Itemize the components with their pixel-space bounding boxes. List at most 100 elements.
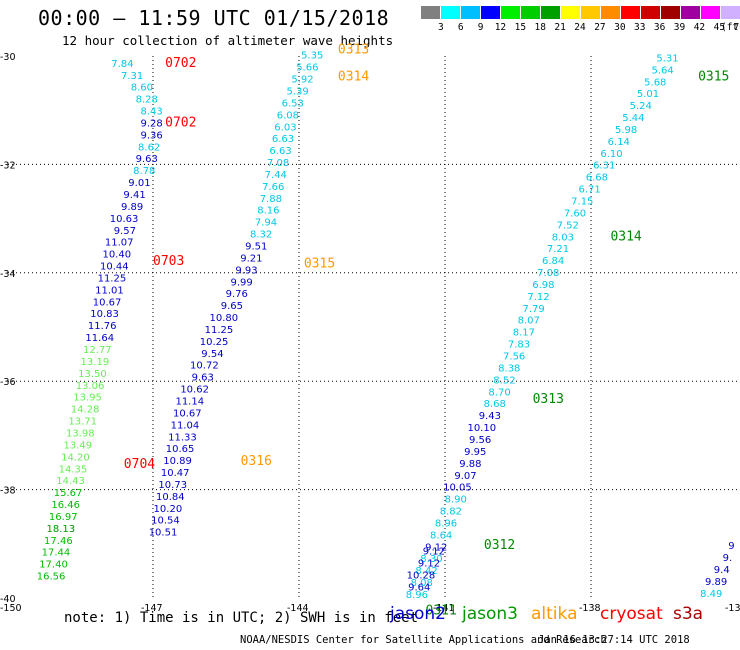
wave-height-label: 8.30	[420, 554, 442, 565]
wave-height-label: 11.76	[88, 321, 117, 332]
wave-height-label: 9.43	[479, 411, 501, 422]
wave-height-label: 10.73	[158, 480, 187, 491]
wave-height-label: 8.60	[131, 83, 153, 94]
wave-height-label: 7.83	[508, 340, 530, 351]
scale-tick-label: 36	[653, 22, 666, 33]
legend-cryosat: cryosat	[600, 604, 663, 624]
wave-height-label: 6.63	[272, 134, 294, 145]
wave-height-label: 7.56	[503, 352, 525, 363]
wave-height-label: 7.79	[523, 304, 545, 315]
wave-height-label: 7.15	[571, 197, 593, 208]
wave-height-label: 9.36	[140, 130, 162, 141]
pass-time-label: 0316	[241, 454, 272, 469]
pass-time-label: 0702	[165, 56, 196, 71]
wave-height-label: 6.14	[608, 137, 630, 148]
wave-height-label: 10.51	[149, 528, 178, 539]
wave-height-label: 6.53	[282, 98, 304, 109]
wave-height-label: 5.39	[286, 86, 308, 97]
scale-color-2	[461, 6, 481, 19]
wave-height-label: 9.99	[231, 277, 253, 288]
wave-height-label: 11.14	[175, 397, 204, 408]
wave-height-label: 9.41	[123, 190, 145, 201]
wave-height-label: 10.67	[93, 297, 122, 308]
scale-color-1	[441, 6, 461, 19]
scale-color-10	[621, 6, 641, 19]
scale-tick-label: 3	[438, 22, 444, 33]
wave-height-label: 8.64	[430, 530, 452, 541]
scale-color-6	[541, 6, 561, 19]
wave-height-label: 9.88	[459, 459, 481, 470]
wave-height-label: 9.	[723, 553, 733, 564]
wave-height-label: 10.65	[166, 444, 195, 455]
wave-height-label: 8.42	[415, 566, 437, 577]
wave-height-label: 7.88	[260, 194, 282, 205]
wave-height-label: 8.82	[440, 507, 462, 518]
wave-height-label: 7.31	[121, 71, 143, 82]
wave-height-label: 8.70	[488, 387, 510, 398]
x-tick-label: -147	[141, 603, 163, 614]
wave-height-label: 16.97	[49, 512, 78, 523]
pass-time-label: 0704	[124, 457, 155, 472]
wave-height-label: 10.80	[210, 313, 239, 324]
scale-color-4	[501, 6, 521, 19]
wave-height-label: 5.92	[291, 75, 313, 86]
wave-height-label: 5.31	[656, 53, 678, 64]
y-tick-label: -40	[0, 594, 16, 605]
wave-height-label: 9	[728, 541, 734, 552]
scale-color-7	[561, 6, 581, 19]
scale-color-12	[661, 6, 681, 19]
legend-s3a: s3a	[673, 604, 704, 624]
wave-height-label: 11.07	[105, 238, 134, 249]
y-tick-label: -36	[0, 377, 16, 388]
wave-height-label: 9.65	[221, 301, 243, 312]
wave-height-label: 8.52	[493, 375, 515, 386]
scale-color-15	[721, 6, 740, 19]
wave-height-label: 7.60	[564, 208, 586, 219]
wave-height-label: 6.71	[578, 185, 600, 196]
wave-height-label: 10.28	[407, 570, 436, 581]
scale-tick-label: 27	[594, 22, 606, 33]
wave-height-label: 10.89	[163, 456, 192, 467]
wave-height-label: 9.89	[705, 577, 727, 588]
wave-height-label: 6.08	[277, 110, 299, 121]
wave-height-label: 5.01	[637, 89, 659, 100]
wave-height-label: 7.44	[265, 170, 287, 181]
y-tick-label: -38	[0, 486, 16, 497]
wave-height-label: 11.25	[205, 325, 234, 336]
scale-color-9	[601, 6, 621, 19]
wave-height-label: 14.43	[56, 476, 85, 487]
wave-height-label: 5.44	[622, 113, 644, 124]
scale-color-0	[421, 6, 441, 19]
wave-height-label: 9.76	[226, 289, 248, 300]
scale-tick-label: 18	[534, 22, 546, 33]
wave-height-label: 9.07	[454, 471, 476, 482]
wave-height-label: 6.31	[593, 161, 615, 172]
x-tick-label: -141	[433, 603, 455, 614]
wave-height-label: 13.95	[73, 393, 102, 404]
wave-height-label: 9.21	[240, 253, 262, 264]
wave-height-label: 8.17	[513, 328, 535, 339]
wave-height-label: 17.46	[44, 536, 73, 547]
wave-height-label: 7.66	[262, 182, 284, 193]
wave-height-label: 10.84	[156, 492, 185, 503]
wave-height-label: 7.94	[255, 218, 277, 229]
y-tick-label: -30	[0, 52, 16, 63]
wave-height-label: 10.72	[190, 361, 219, 372]
map-title: 00:00 – 11:59 UTC 01/15/2018	[38, 6, 390, 30]
scale-tick-label: 70	[733, 22, 740, 33]
wave-height-label: 8.43	[140, 107, 162, 118]
pass-time-label: 0315	[304, 256, 335, 271]
scale-unit-label: (ft)	[721, 22, 740, 33]
wave-height-label: 8.96	[406, 590, 428, 601]
wave-height-label: 10.47	[161, 468, 190, 479]
pass-time-label: 0315	[698, 69, 729, 84]
wave-height-label: 6.03	[274, 122, 296, 133]
scale-tick-label: 42	[693, 22, 706, 33]
wave-height-label: 6.10	[600, 149, 622, 160]
pass-time-label: 0313	[533, 392, 564, 407]
wave-height-label: 8.07	[518, 316, 540, 327]
wave-height-label: 10.25	[200, 337, 229, 348]
wave-height-label: 14.20	[61, 452, 90, 463]
